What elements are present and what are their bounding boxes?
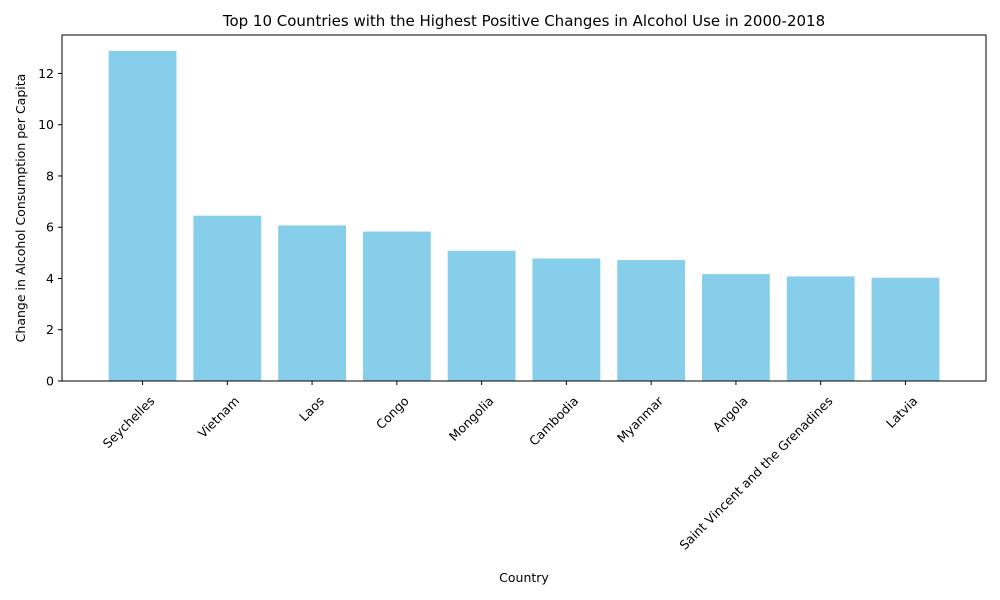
- y-tick-label: 12: [38, 66, 54, 81]
- bar-saint-vincent-and-the-grenadines: [786, 276, 855, 381]
- x-tick-label: Cambodia: [526, 393, 581, 448]
- y-tick-label: 6: [46, 220, 54, 235]
- x-axis-label: Country: [499, 570, 549, 585]
- x-tick-label: Saint Vincent and the Grenadines: [676, 393, 835, 552]
- y-tick-label: 8: [46, 168, 54, 183]
- x-tick-label: Seychelles: [100, 393, 158, 451]
- x-tick-label: Latvia: [883, 393, 921, 431]
- bar-mongolia: [447, 250, 516, 381]
- y-tick-label: 4: [46, 271, 54, 286]
- x-tick-label: Angola: [710, 393, 751, 434]
- y-tick-label: 2: [46, 322, 54, 337]
- chart-title: Top 10 Countries with the Highest Positi…: [222, 12, 825, 30]
- y-axis: 0 2 4 6 8 10 12: [38, 66, 62, 389]
- x-tick-label: Mongolia: [446, 393, 497, 444]
- bars-layer: [108, 50, 940, 381]
- x-axis: Seychelles Vietnam Laos Congo Mongolia Cambod…: [100, 381, 921, 553]
- bar-congo: [362, 231, 431, 381]
- y-axis-label: Change in Alcohol Consumption per Capita: [13, 74, 28, 343]
- bar-cambodia: [532, 258, 601, 381]
- y-tick-label: 0: [46, 374, 54, 389]
- plot-frame: [61, 34, 987, 382]
- x-tick-label: Vietnam: [195, 393, 242, 440]
- x-tick-label: Congo: [373, 393, 412, 432]
- bar-myanmar: [617, 260, 686, 381]
- x-tick-label: Myanmar: [614, 393, 667, 446]
- y-tick-label: 10: [38, 117, 54, 132]
- x-tick-label: Laos: [296, 393, 327, 424]
- bar-laos: [278, 225, 346, 381]
- bar-seychelles: [108, 50, 177, 381]
- bar-angola: [702, 274, 770, 381]
- bar-latvia: [871, 277, 940, 381]
- bar-vietnam: [193, 215, 262, 381]
